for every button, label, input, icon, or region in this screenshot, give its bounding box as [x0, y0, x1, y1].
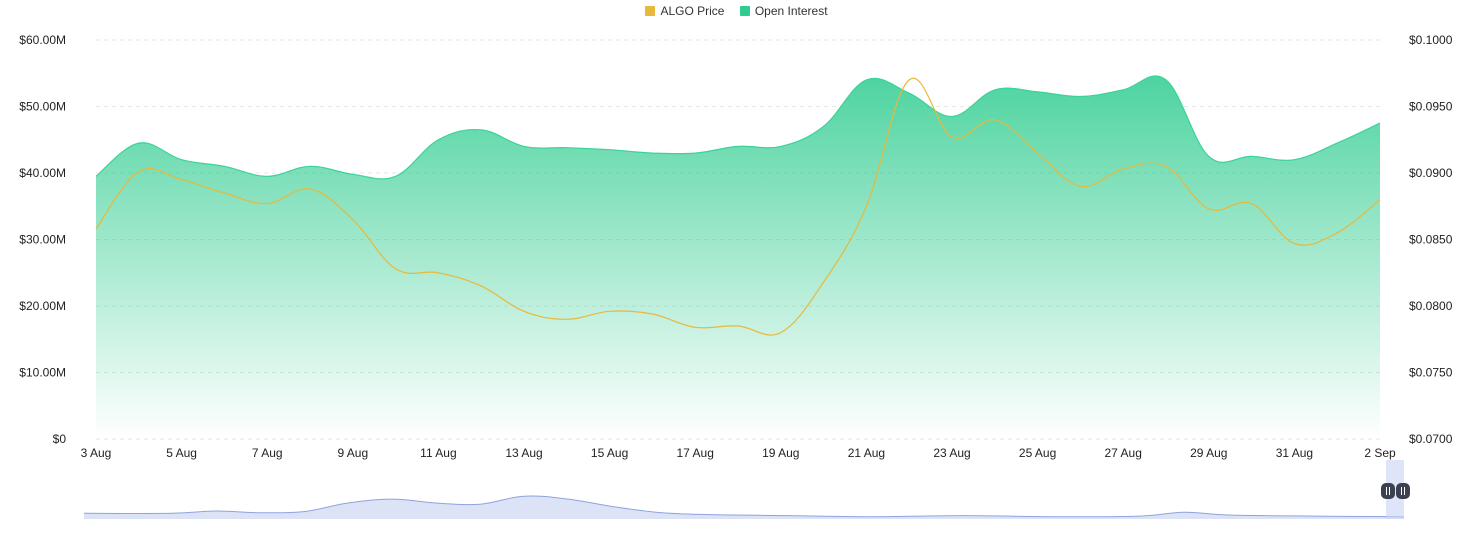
navigator-line	[83, 495, 1405, 518]
x-axis-tick-label: 19 Aug	[762, 446, 799, 460]
left-y-axis: $0 $10.00M $20.00M $30.00M $40.00M $50.00M $60…	[19, 33, 66, 446]
x-axis-tick-label: 3 Aug	[81, 446, 112, 460]
x-axis-tick-label: 13 Aug	[505, 446, 542, 460]
x-axis-tick-label: 5 Aug	[166, 446, 197, 460]
right-y-axis: $0.0700 $0.0750 $0.0800 $0.0850 $0.0900 $0.09…	[1409, 33, 1453, 446]
open-interest-line	[95, 75, 1381, 180]
left-axis-tick-label: $20.00M	[19, 299, 66, 313]
right-axis-tick-label: $0.0700	[1409, 432, 1453, 446]
right-axis-tick-label: $0.0750	[1409, 366, 1453, 380]
open-interest-area	[96, 75, 1380, 439]
x-axis-tick-label: 29 Aug	[1190, 446, 1227, 460]
chart-legend: ALGO Price Open Interest	[0, 4, 1473, 19]
x-axis-tick-label: 11 Aug	[420, 446, 456, 460]
price-swatch-icon	[645, 6, 656, 16]
navigator-background	[84, 462, 1404, 519]
algo-price-series	[95, 77, 1381, 336]
navigator-area	[84, 495, 1404, 519]
left-axis-tick-label: $60.00M	[19, 33, 66, 47]
right-axis-tick-label: $0.1000	[1409, 33, 1453, 47]
open-interest-series	[95, 75, 1381, 439]
left-axis-tick-label: $10.00M	[19, 366, 66, 380]
x-axis-tick-label: 21 Aug	[848, 446, 885, 460]
x-axis-tick-label: 17 Aug	[677, 446, 714, 460]
right-axis-tick-label: $0.0950	[1409, 100, 1453, 114]
algo-price-line	[95, 77, 1381, 336]
pause-handle-icon[interactable]	[1381, 483, 1395, 499]
x-axis-tick-label: 31 Aug	[1276, 446, 1313, 460]
x-axis-tick-label: 25 Aug	[1019, 446, 1056, 460]
range-navigator[interactable]	[83, 460, 1410, 519]
x-axis-tick-label: 15 Aug	[591, 446, 628, 460]
oi-swatch-icon	[739, 6, 750, 16]
x-axis-tick-label: 9 Aug	[337, 446, 368, 460]
right-axis-tick-label: $0.0850	[1409, 233, 1453, 247]
x-axis-tick-label: 2 Sep	[1364, 446, 1396, 460]
left-axis-tick-label: $0	[53, 432, 67, 446]
right-axis-tick-label: $0.0800	[1409, 299, 1453, 313]
legend-item-price[interactable]: ALGO Price	[645, 4, 724, 18]
left-axis-tick-label: $50.00M	[19, 100, 66, 114]
left-axis-tick-label: $30.00M	[19, 233, 66, 247]
x-axis-tick-label: 23 Aug	[933, 446, 970, 460]
legend-item-open-interest[interactable]: Open Interest	[739, 4, 828, 18]
legend-price-label: ALGO Price	[660, 4, 725, 18]
x-axis-tick-label: 7 Aug	[252, 446, 283, 460]
pause-handle-icon[interactable]	[1396, 483, 1410, 499]
right-axis-tick-label: $0.0900	[1409, 166, 1453, 180]
legend-oi-label: Open Interest	[754, 4, 828, 18]
left-axis-tick-label: $40.00M	[19, 166, 66, 180]
x-axis: 3 Aug 5 Aug 7 Aug 9 Aug 11 Aug 13 Aug 15 Aug 17…	[81, 446, 1396, 460]
x-axis-tick-label: 27 Aug	[1105, 446, 1142, 460]
